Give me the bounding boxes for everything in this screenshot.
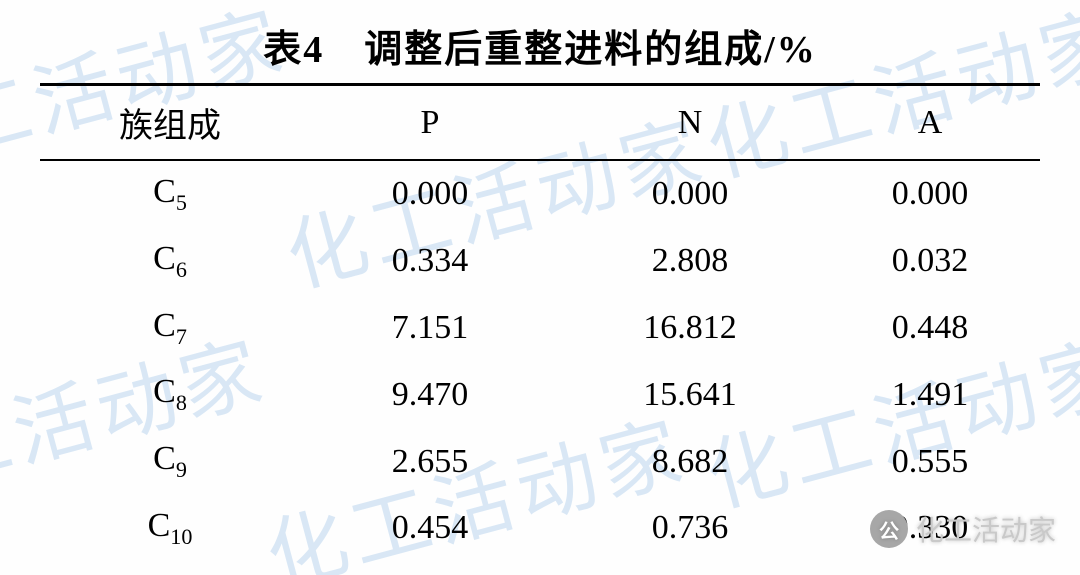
table-row: C89.47015.6411.491	[40, 361, 1040, 428]
table-title: 表4 调整后重整进料的组成/%	[40, 18, 1040, 73]
row-label: C7	[40, 295, 300, 362]
cell-p: 20.064	[300, 562, 560, 575]
col-header-p: P	[300, 85, 560, 161]
cell-a: 2.856	[820, 562, 1040, 575]
col-header-n: N	[560, 85, 820, 161]
cell-n: 16.812	[560, 295, 820, 362]
table-header-row: 族组成 P N A	[40, 85, 1040, 161]
table-row: C92.6558.6820.555	[40, 428, 1040, 495]
table-row: 合计20.06444.6792.856	[40, 562, 1040, 575]
source-badge: 公 化工活动家	[870, 509, 1056, 549]
document-content: 表4 调整后重整进料的组成/% 族组成 P N A C50.0000.0000.…	[0, 0, 1080, 575]
cell-p: 7.151	[300, 295, 560, 362]
cell-n: 8.682	[560, 428, 820, 495]
col-header-a: A	[820, 85, 1040, 161]
cell-n: 0.736	[560, 495, 820, 562]
cell-p: 0.000	[300, 160, 560, 228]
cell-p: 9.470	[300, 361, 560, 428]
table-row: C50.0000.0000.000	[40, 160, 1040, 228]
cell-a: 0.448	[820, 295, 1040, 362]
table-row: C60.3342.8080.032	[40, 228, 1040, 295]
wechat-icon: 公	[870, 510, 908, 548]
cell-a: 1.491	[820, 361, 1040, 428]
row-label: C6	[40, 228, 300, 295]
cell-n: 44.679	[560, 562, 820, 575]
cell-n: 0.000	[560, 160, 820, 228]
row-label: C8	[40, 361, 300, 428]
composition-table: 族组成 P N A C50.0000.0000.000C60.3342.8080…	[40, 83, 1040, 575]
cell-n: 15.641	[560, 361, 820, 428]
cell-a: 0.032	[820, 228, 1040, 295]
cell-p: 0.454	[300, 495, 560, 562]
cell-a: 0.555	[820, 428, 1040, 495]
cell-p: 2.655	[300, 428, 560, 495]
row-label: 合计	[40, 562, 300, 575]
cell-p: 0.334	[300, 228, 560, 295]
source-text: 化工活动家	[916, 509, 1056, 549]
table-row: C77.15116.8120.448	[40, 295, 1040, 362]
col-header-group: 族组成	[40, 85, 300, 161]
row-label: C9	[40, 428, 300, 495]
row-label: C10	[40, 495, 300, 562]
row-label: C5	[40, 160, 300, 228]
cell-a: 0.000	[820, 160, 1040, 228]
cell-n: 2.808	[560, 228, 820, 295]
